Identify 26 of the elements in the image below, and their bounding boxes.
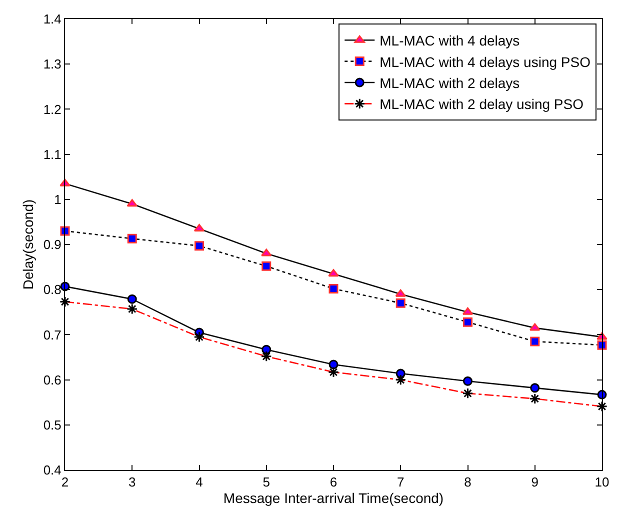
x-tick-label: 9 — [531, 474, 538, 490]
y-tick-label: 1 — [54, 192, 62, 207]
x-tick-label: 7 — [397, 474, 404, 490]
x-tick-label: 8 — [464, 474, 472, 490]
legend-label: ML-MAC with 2 delay using PSO — [380, 96, 584, 112]
legend-label: ML-MAC with 4 delays using PSO — [380, 54, 591, 70]
x-tick-label: 10 — [594, 474, 610, 490]
y-tick-label: 0.8 — [43, 282, 62, 298]
y-tick-label: 1.2 — [43, 102, 62, 117]
x-tick-label: 5 — [262, 474, 270, 490]
y-axis-title: Delay(second) — [20, 199, 36, 290]
legend-label: ML-MAC with 2 delays — [380, 74, 520, 91]
x-tick-label: 3 — [128, 474, 136, 490]
y-tick-label: 0.9 — [43, 237, 62, 252]
x-tick-label: 2 — [61, 474, 69, 490]
y-tick-label: 0.5 — [43, 417, 62, 432]
y-tick-label: 1.3 — [43, 56, 62, 72]
x-tick-label: 6 — [330, 474, 338, 490]
x-tick-label: 4 — [196, 474, 203, 490]
x-axis-title: Message Inter-arrival Time(second) — [223, 490, 444, 506]
y-tick-label: 1.1 — [43, 146, 62, 162]
y-tick-label: 0.7 — [43, 327, 62, 342]
y-tick-label: 1.4 — [43, 12, 62, 27]
legend-label: ML-MAC with 4 delays — [380, 32, 520, 49]
y-tick-label: 0.6 — [43, 372, 62, 388]
y-tick-label: 0.4 — [43, 462, 62, 478]
